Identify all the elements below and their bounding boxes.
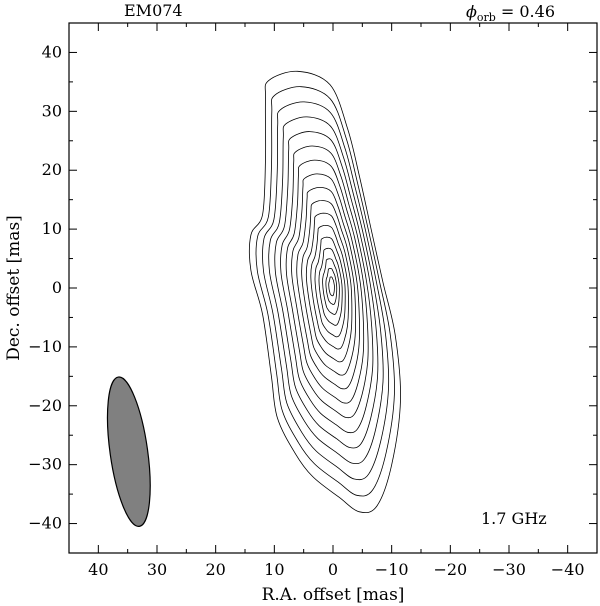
phase-subscript: orb <box>477 11 496 24</box>
contour-group <box>249 70 401 514</box>
y-tick-label: 10 <box>42 219 62 238</box>
contour-line <box>268 116 384 465</box>
beam-ellipse <box>106 376 151 528</box>
y-tick-label: 20 <box>42 160 62 179</box>
phase-value: = 0.46 <box>496 2 555 21</box>
contour-line <box>325 267 338 305</box>
title-left: EM074 <box>124 1 183 20</box>
y-tick-label: −10 <box>28 337 62 356</box>
x-tick-label: 10 <box>264 560 284 579</box>
y-tick-label: −30 <box>28 455 62 474</box>
contour-line <box>285 159 369 419</box>
x-tick-label: −40 <box>551 560 585 579</box>
y-tick-label: −20 <box>28 396 62 415</box>
contour-line <box>274 131 379 449</box>
frequency-label: 1.7 GHz <box>481 509 547 528</box>
x-tick-label: 30 <box>147 560 167 579</box>
x-tick-label: −20 <box>433 560 467 579</box>
y-tick-label: −40 <box>28 514 62 533</box>
x-axis-label: R.A. offset [mas] <box>262 585 405 605</box>
contour-line <box>322 258 340 315</box>
y-tick-label: 0 <box>52 278 62 297</box>
contour-line <box>314 236 346 338</box>
contour-line <box>305 212 353 363</box>
beam-group <box>106 376 151 528</box>
x-tick-label: −10 <box>375 560 409 579</box>
contour-line <box>328 276 335 297</box>
y-tick-label: 30 <box>42 101 62 120</box>
contour-line <box>291 173 365 404</box>
contour-line <box>301 200 357 376</box>
y-axis-label: Dec. offset [mas] <box>4 215 24 361</box>
contour-line <box>262 101 390 481</box>
plot-frame <box>68 22 598 554</box>
contour-line <box>249 70 401 514</box>
x-tick-label: 0 <box>328 560 338 579</box>
x-tick-label: 40 <box>88 560 108 579</box>
contour-line <box>280 145 374 434</box>
phase-symbol: ϕ <box>466 2 477 21</box>
contour-line <box>310 224 349 350</box>
x-tick-label: −30 <box>492 560 526 579</box>
ticks-group: 40 30 20 10 0 −10 −20 −30 −40 40 30 20 10 0 −10 −20 −30 −… <box>28 22 598 579</box>
contour-line <box>318 247 343 326</box>
y-tick-label: 40 <box>42 42 62 61</box>
orbital-phase-label: ϕorb = 0.46 <box>466 2 555 24</box>
contour-line <box>296 186 360 390</box>
contour-line <box>255 86 395 497</box>
x-tick-label: 20 <box>205 560 225 579</box>
